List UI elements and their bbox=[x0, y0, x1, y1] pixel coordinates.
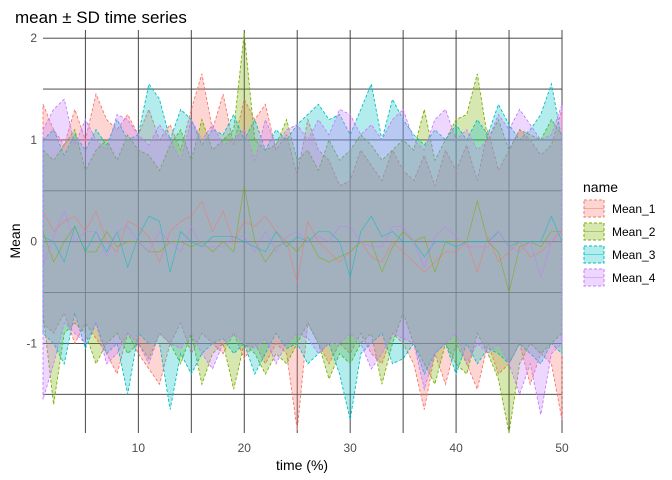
y-axis-title: Mean bbox=[7, 223, 23, 258]
mean-line-mean-1 bbox=[42, 200, 563, 283]
chart-title: mean ± SD time series bbox=[15, 8, 187, 27]
x-axis-ticks: 10 20 30 40 50 bbox=[132, 441, 569, 455]
mean-lines-layer bbox=[42, 185, 563, 293]
legend-label: Mean_1 bbox=[612, 202, 656, 216]
legend-label: Mean_2 bbox=[612, 225, 656, 239]
mean-line-mean-2 bbox=[42, 185, 562, 293]
x-tick-label: 20 bbox=[238, 441, 252, 455]
y-tick-label: 0 bbox=[30, 235, 37, 249]
x-tick-label: 10 bbox=[132, 441, 146, 455]
legend-label: Mean_3 bbox=[612, 248, 656, 262]
legend: name Mean_1 Mean_2 Mean_3 Mean_4 bbox=[583, 179, 656, 287]
y-tick-label: 2 bbox=[30, 31, 37, 45]
x-axis-title: time (%) bbox=[276, 457, 328, 473]
mean-line-mean-4 bbox=[42, 210, 563, 279]
x-tick-label: 50 bbox=[555, 441, 569, 455]
x-tick-label: 40 bbox=[449, 441, 463, 455]
ribbon-mean-2 bbox=[42, 33, 563, 434]
x-tick-label: 30 bbox=[343, 441, 357, 455]
legend-title: name bbox=[583, 179, 618, 195]
ribbons-layer bbox=[42, 33, 563, 434]
y-tick-label: 1 bbox=[30, 133, 37, 147]
y-axis-ticks: -1 0 1 2 bbox=[26, 31, 37, 350]
y-tick-label: -1 bbox=[26, 336, 37, 350]
legend-label: Mean_4 bbox=[612, 271, 656, 285]
ribbon-mean-4 bbox=[42, 98, 563, 415]
mean-line-mean-3 bbox=[42, 215, 563, 279]
